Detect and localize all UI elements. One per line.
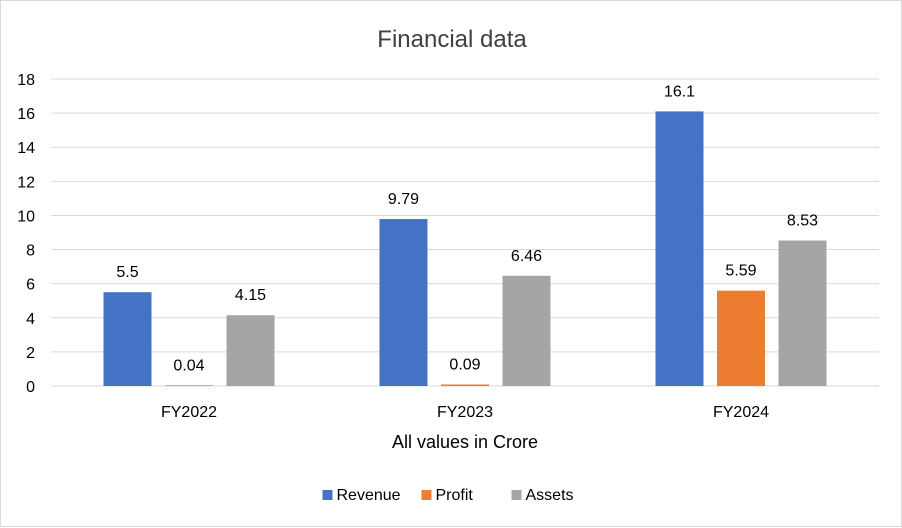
data-label-revenue-fy2024: 16.1 [664,83,695,100]
data-labels: 5.5 0.04 4.15 9.79 0.09 6.46 16.1 5.59 8.53 [116,83,818,374]
y-tick-label: 12 [17,174,35,191]
x-tick-label: FY2022 [161,404,217,421]
data-label-profit-fy2023: 0.09 [449,356,480,373]
y-tick-label: 18 [17,72,35,89]
legend-item-profit: Profit [421,487,474,504]
y-tick-label: 10 [17,208,35,225]
y-tick-label: 16 [17,106,35,123]
data-label-profit-fy2024: 5.59 [725,263,756,280]
gridlines [51,78,879,387]
data-label-revenue-fy2023: 9.79 [388,191,419,208]
legend-swatch-profit [421,490,432,500]
bar-assets-fy2024 [778,240,827,386]
x-tick-label: FY2023 [437,404,493,421]
bar-revenue-fy2024 [655,111,704,387]
y-tick-label: 2 [26,345,35,362]
x-axis-title: All values in Crore [392,432,538,452]
bar-revenue-fy2023 [379,219,428,386]
x-tick-label: FY2024 [713,404,769,421]
chart-title: Financial data [377,26,527,53]
y-tick-label: 4 [26,311,35,328]
legend-swatch-revenue [322,490,333,500]
data-label-assets-fy2022: 4.15 [235,287,266,304]
bars [103,111,827,387]
y-tick-label: 0 [26,379,35,396]
data-label-profit-fy2022: 0.04 [173,357,204,374]
y-tick-label: 8 [26,243,35,260]
bar-profit-fy2023 [441,384,489,386]
legend-swatch-assets [511,490,522,500]
legend: Revenue Profit Assets [322,487,574,504]
data-label-revenue-fy2022: 5.5 [116,264,138,281]
bar-revenue-fy2022 [103,292,152,386]
bar-assets-fy2022 [226,315,275,386]
legend-label-revenue: Revenue [337,487,401,504]
bar-profit-fy2024 [717,290,765,386]
bar-profit-fy2022 [165,385,213,386]
y-axis-ticks: 0 2 4 6 8 10 12 14 16 18 [17,72,35,396]
data-label-assets-fy2023: 6.46 [511,248,542,265]
legend-item-assets: Assets [511,487,574,504]
data-label-assets-fy2024: 8.53 [787,213,818,230]
legend-label-profit: Profit [436,487,474,504]
legend-label-assets: Assets [526,487,574,504]
y-tick-label: 6 [26,277,35,294]
x-axis-ticks: FY2022 FY2023 FY2024 [161,404,769,421]
legend-item-revenue: Revenue [322,487,401,504]
y-tick-label: 14 [17,140,35,157]
bar-assets-fy2023 [502,275,551,386]
